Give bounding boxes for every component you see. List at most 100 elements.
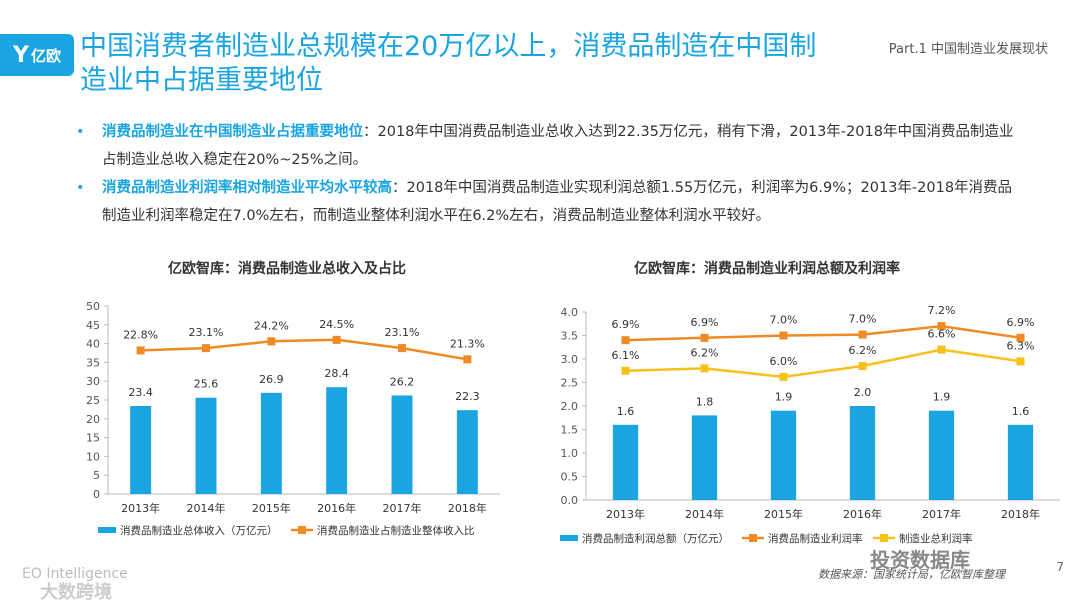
x-tick-label: 2018年 [448,501,487,515]
bar-label: 1.8 [696,395,714,408]
line-marker [1016,357,1025,366]
line-label: 6.3% [1007,339,1035,352]
x-tick-label: 2015年 [252,501,291,515]
bar-label: 2.0 [854,386,872,399]
x-tick-label: 2014年 [187,501,226,515]
bullet-item: • 消费品制造业在中国制造业占据重要地位：2018年中国消费品制造业总收入达到22… [76,118,1026,174]
legend-marker [298,526,306,534]
line-label: 6.9% [612,318,640,331]
legend-marker [880,534,888,542]
bar-label: 26.9 [259,373,284,386]
line-marker [700,364,709,373]
bar [928,410,955,500]
bar [849,406,876,500]
x-tick-label: 2014年 [685,507,724,521]
bullet-text: ：2018年中国消费品制造业总收入达到22.35万亿元，稍有下滑，2013年-2… [102,124,1014,168]
y-tick-label: 3.0 [561,353,579,366]
y-tick-label: 2.5 [561,377,579,390]
line-marker [621,336,630,345]
y-tick-label: 0.0 [561,494,579,507]
line-label: 6.0% [770,355,798,368]
page-number: 7 [1056,560,1064,574]
line-label: 23.1% [189,326,224,339]
line-marker [1016,333,1025,342]
bar [612,424,639,500]
y-tick-label: 45 [86,319,100,332]
legend-label: 消费品制造业利润率 [768,532,863,545]
x-tick-label: 2015年 [764,507,803,521]
bullet-list: • 消费品制造业在中国制造业占据重要地位：2018年中国消费品制造业总收入达到22… [76,118,1026,230]
y-tick-label: 15 [86,432,100,445]
y-tick-label: 1.5 [561,424,579,437]
bar-label: 1.6 [1012,405,1030,418]
y-tick-label: 35 [86,356,100,369]
profit-chart: 0.0 0.5 1.0 1.5 2.0 2.5 3.0 3.5 4.0 1.6 1.8 1.9 2.0 1… [560,304,1060,545]
y-tick-label: 30 [86,375,100,388]
bar [691,415,718,500]
legend-label: 消费品制造业占制造业整体收入比 [317,524,475,537]
x-tick-label: 2016年 [317,501,356,515]
legend-marker [749,534,757,542]
line-marker [136,346,145,355]
bar-label: 25.6 [194,378,219,391]
line-label: 7.2% [928,304,956,317]
y-tick-label: 1.0 [561,447,579,460]
bar-label: 22.3 [455,390,480,403]
line-label: 6.6% [928,328,956,341]
line-marker [463,355,472,364]
bar [456,410,478,494]
x-tick-label: 2017年 [383,501,422,515]
bar [391,395,413,494]
data-source: 数据来源：国家统计局，亿欧智库整理 [818,568,1005,581]
bar-label: 26.2 [390,375,415,388]
brand-logo: Y 亿欧 [0,34,74,76]
y-tick-label: 0 [93,488,100,501]
bullet-item: • 消费品制造业利润率相对制造业平均水平较高：2018年中国消费品制造业实现利润总… [76,174,1026,230]
legend-label: 消费品制造利润总额（万亿元） [582,532,729,545]
page-title: 中国消费者制造业总规模在20万亿以上，消费品制造在中国制造业中占据重要地位 [80,31,817,96]
line-marker [779,331,788,340]
line-label: 22.8% [123,328,158,341]
y-tick-label: 10 [86,450,100,463]
bullet-highlight: 消费品制造业在中国制造业占据重要地位 [102,124,363,140]
bar-label: 1.9 [775,391,793,404]
line-label: 6.2% [849,344,877,357]
bar-label: 1.9 [933,391,951,404]
section-label: Part.1 中国制造业发展现状 [888,42,1048,57]
x-tick-label: 2018年 [1001,507,1040,521]
bar-label: 1.6 [617,405,635,418]
y-tick-label: 4.0 [561,306,579,319]
line-label: 6.1% [612,349,640,362]
bar [770,410,797,500]
line-label: 7.0% [849,313,877,326]
line-marker [858,330,867,339]
y-tick-label: 2.0 [561,400,579,413]
legend-label: 制造业总利润率 [899,532,973,545]
y-tick-label: 5 [93,469,100,482]
bar-label: 28.4 [324,367,349,380]
series-line [140,338,468,361]
bar [130,406,152,494]
y-tick-label: 40 [86,338,100,351]
bar [326,387,348,494]
watermark-brand: 大数跨境 [40,582,112,603]
legend-label: 消费品制造业总体收入（万亿元） [120,524,278,537]
watermark-wechat: 投资数据库 [870,548,970,572]
y-tick-label: 3.5 [561,330,579,343]
y-tick-label: 25 [86,394,100,407]
line-marker [398,344,406,353]
line-label: 6.2% [691,346,719,359]
line-marker [202,344,210,353]
line-label: 21.3% [450,337,485,350]
bullet-highlight: 消费品制造业利润率相对制造业平均水平较高 [102,180,392,196]
line-marker [858,362,867,371]
line-marker [700,333,709,342]
line-label: 23.1% [385,326,420,339]
line-label: 6.9% [691,316,719,329]
chart-title-revenue: 亿欧智库：消费品制造业总收入及占比 [168,261,406,277]
line-marker [937,345,946,354]
legend-swatch [560,535,578,541]
bar [1007,424,1034,500]
x-tick-label: 2017年 [922,507,961,521]
line-label: 24.2% [254,319,289,332]
